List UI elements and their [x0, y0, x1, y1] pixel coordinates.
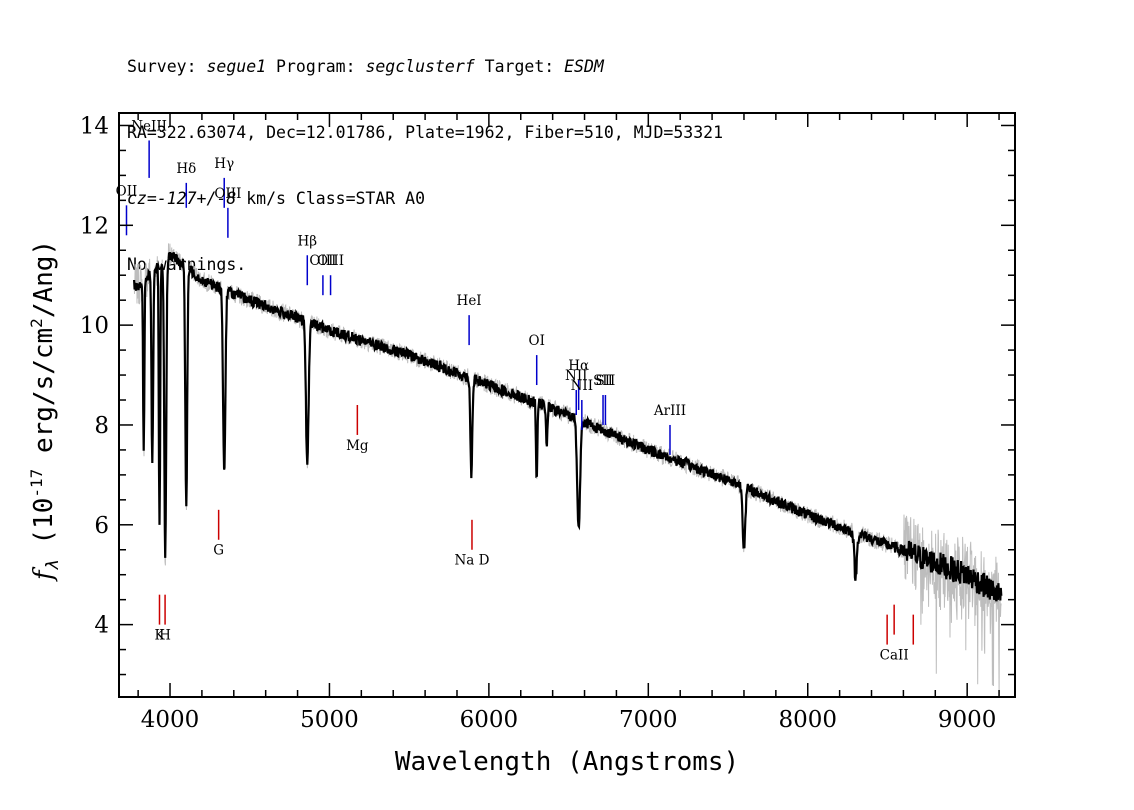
emission-line-label: OII [116, 183, 138, 199]
emission-line-label: OIII [317, 253, 344, 269]
y-tick-label: 6 [94, 513, 109, 539]
emission-line-label: Hβ [297, 233, 317, 249]
x-tick-label: 4000 [141, 707, 200, 733]
x-axis-title: Wavelength (Angstroms) [395, 747, 739, 777]
spectrum-header: Survey: segue1 Program: segclusterf Targ… [127, 12, 723, 298]
survey-label: Survey: [127, 57, 207, 76]
emission-line-label: Hγ [214, 156, 234, 172]
emission-line-label: NeIII [131, 118, 167, 134]
absorption-line-label: K [154, 628, 165, 644]
emission-line-label: NII [565, 368, 587, 384]
emission-line-label: OI [529, 333, 545, 349]
emission-line-label: HeI [457, 293, 482, 309]
smoothed-spectrum-layer [133, 252, 1003, 602]
header-line-3: cz=-127+/-8 km/s Class=STAR A0 [127, 188, 723, 210]
y-tick-label: 4 [94, 613, 109, 639]
cz-label: cz= [127, 189, 157, 208]
emission-line-label: OIII [309, 253, 336, 269]
cz-value: -127+/-8 [156, 189, 237, 208]
x-tick-label: 7000 [619, 707, 678, 733]
plot-frame [118, 112, 1016, 698]
class-text: km/s Class=STAR A0 [236, 189, 426, 208]
survey-value: segue1 [206, 57, 267, 76]
y-tick-label: 14 [80, 113, 109, 139]
y-tick-label: 10 [80, 313, 109, 339]
emission-line-label: ArIII [653, 403, 686, 419]
x-tick-label: 5000 [300, 707, 359, 733]
header-line-1: Survey: segue1 Program: segclusterf Targ… [127, 56, 723, 78]
y-tick-label: 8 [94, 413, 109, 439]
y-axis-title: fλ (10-17 erg/s/cm2/Ang) [27, 240, 63, 582]
x-tick-label: 8000 [778, 707, 837, 733]
y-tick-label: 12 [80, 213, 109, 239]
emission-line-label: Hδ [176, 161, 196, 177]
axis-ticks: 4000 5000 6000 7000 8000 9000 4 6 8 10 12 14 [80, 113, 1015, 733]
absorption-line-label: Mg [346, 438, 369, 454]
target-label: Target: [474, 57, 565, 76]
header-line-2: RA=322.63074, Dec=12.01786, Plate=1962, … [127, 123, 724, 142]
emission-line-label: NII [571, 378, 593, 394]
absorption-line-label: H [159, 628, 171, 644]
emission-line-label: OIII [214, 186, 241, 202]
absorption-line-label: Na D [454, 553, 489, 569]
absorption-line-label: G [213, 543, 224, 559]
program-label: Program: [266, 57, 366, 76]
emission-line-label: SII [595, 373, 615, 389]
absorption-line-label: CaII [880, 648, 909, 664]
target-value: ESDM [564, 57, 604, 76]
program-value: segclusterf [365, 57, 475, 76]
emission-line-label: Hα [568, 358, 589, 374]
x-tick-label: 9000 [938, 707, 997, 733]
emission-line-label: SII [593, 373, 613, 389]
smoothed-spectrum-line [133, 252, 1003, 602]
x-tick-label: 6000 [460, 707, 519, 733]
